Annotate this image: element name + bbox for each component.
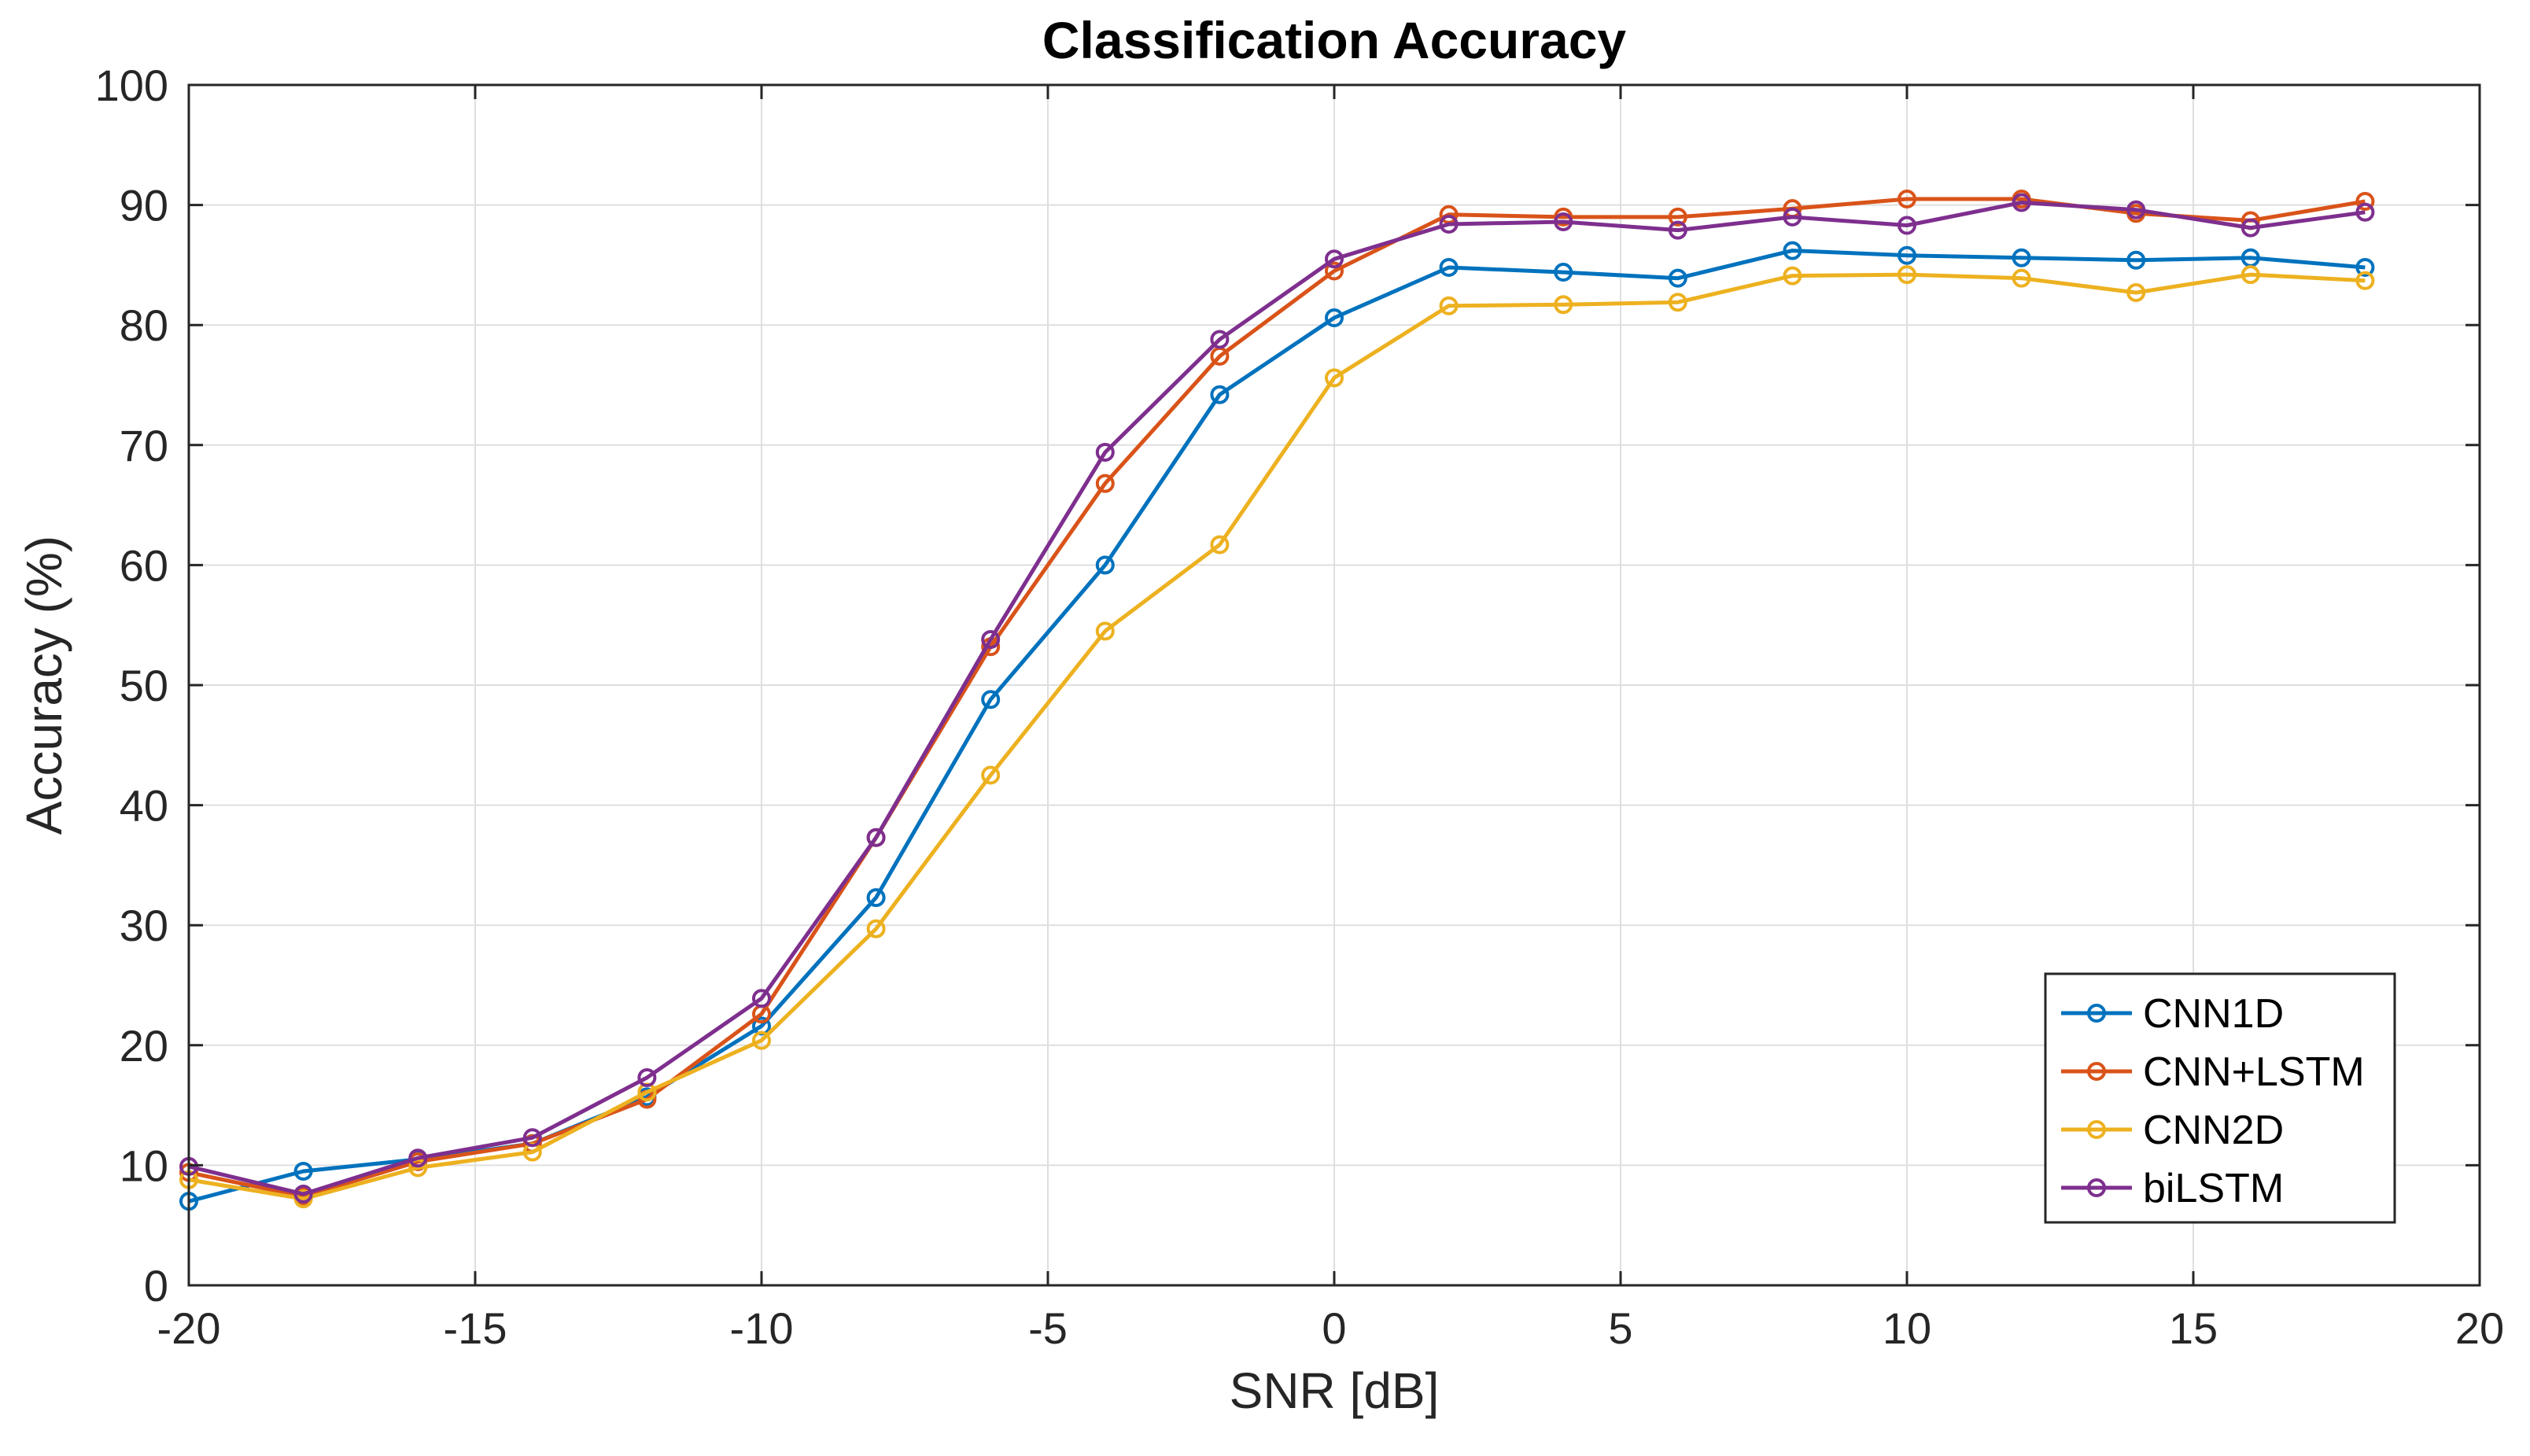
legend-label: CNN2D bbox=[2143, 1108, 2284, 1153]
data-point bbox=[1325, 308, 1344, 328]
data-point bbox=[1898, 216, 1916, 235]
legend-item: biLSTM bbox=[2061, 1166, 2284, 1211]
x-tick-label: -15 bbox=[444, 1303, 507, 1353]
series-line bbox=[188, 197, 2366, 1199]
y-tick-label: 100 bbox=[95, 61, 168, 110]
y-tick-label: 20 bbox=[120, 1021, 168, 1071]
x-tick-label: 10 bbox=[1883, 1303, 1931, 1353]
data-point bbox=[293, 1162, 313, 1181]
data-point bbox=[408, 1148, 428, 1168]
data-point bbox=[2355, 257, 2375, 277]
data-point bbox=[1439, 257, 1459, 277]
legend-label: CNN1D bbox=[2143, 991, 2284, 1037]
data-point bbox=[1095, 474, 1115, 493]
data-point bbox=[866, 828, 886, 847]
data-point bbox=[2240, 265, 2260, 285]
y-tick-label: 90 bbox=[120, 181, 168, 230]
legend-marker bbox=[2087, 1178, 2106, 1197]
x-axis-label: SNR [dB] bbox=[1230, 1362, 1440, 1419]
y-tick-label: 60 bbox=[120, 540, 168, 590]
chart-title: Classification Accuracy bbox=[1042, 11, 1627, 69]
data-point bbox=[1783, 241, 1802, 260]
legend-item: CNN1D bbox=[2061, 991, 2284, 1037]
series-bilstm bbox=[179, 193, 2375, 1204]
legend: CNN1D CNN+LSTM CNN2D biLSTM bbox=[2044, 972, 2396, 1224]
data-point bbox=[1898, 265, 1916, 285]
data-point bbox=[1325, 249, 1344, 269]
y-tick-label: 30 bbox=[120, 901, 168, 950]
data-point bbox=[2240, 218, 2260, 238]
y-tick-label: 70 bbox=[120, 421, 168, 470]
data-point bbox=[981, 690, 1001, 710]
data-point bbox=[1554, 212, 1573, 231]
data-point bbox=[2355, 192, 2375, 212]
data-point bbox=[293, 1185, 313, 1204]
series-cnn2d bbox=[179, 265, 2375, 1209]
data-point bbox=[1095, 555, 1115, 575]
data-point bbox=[1783, 266, 1802, 286]
data-point bbox=[2012, 248, 2031, 267]
legend-item: CNN+LSTM bbox=[2061, 1049, 2365, 1095]
data-point bbox=[1898, 245, 1916, 265]
x-tick-label: 15 bbox=[2169, 1303, 2218, 1353]
data-point bbox=[1210, 535, 1230, 555]
data-point bbox=[1325, 261, 1344, 281]
data-point bbox=[1898, 189, 1916, 208]
data-point bbox=[1439, 215, 1459, 234]
y-tick-label: 80 bbox=[120, 300, 168, 350]
data-point bbox=[1783, 207, 1802, 227]
y-tick-label: 0 bbox=[144, 1261, 168, 1310]
x-tick-label: 20 bbox=[2455, 1303, 2504, 1353]
x-tick-label: 5 bbox=[1608, 1303, 1632, 1353]
data-point bbox=[2355, 202, 2375, 222]
data-point bbox=[522, 1128, 542, 1148]
x-tick-label: -20 bbox=[157, 1303, 221, 1353]
legend-marker bbox=[2087, 1120, 2106, 1139]
data-point bbox=[981, 630, 1001, 650]
x-tick-label: 0 bbox=[1322, 1303, 1346, 1353]
data-point bbox=[1668, 293, 1687, 312]
data-point bbox=[2355, 271, 2375, 290]
data-point bbox=[2012, 193, 2031, 212]
data-point bbox=[866, 888, 886, 908]
legend-label: CNN+LSTM bbox=[2143, 1049, 2365, 1095]
series-line bbox=[188, 272, 2366, 1201]
legend-marker bbox=[2087, 1004, 2106, 1023]
series-layer bbox=[179, 189, 2375, 1211]
y-tick-label: 10 bbox=[120, 1141, 168, 1190]
data-point bbox=[981, 765, 1001, 785]
x-tick-label: -10 bbox=[730, 1303, 794, 1353]
data-point bbox=[1095, 621, 1115, 641]
y-tick-label: 40 bbox=[120, 781, 168, 831]
data-point bbox=[1439, 296, 1459, 315]
data-point bbox=[2126, 282, 2146, 302]
data-point bbox=[1668, 268, 1687, 288]
data-point bbox=[1668, 207, 1687, 227]
data-point bbox=[1554, 295, 1573, 315]
legend-label: biLSTM bbox=[2143, 1166, 2284, 1211]
data-point bbox=[1325, 368, 1344, 388]
y-tick-label: 50 bbox=[120, 661, 168, 710]
data-point bbox=[1668, 220, 1687, 240]
x-tick-label: -5 bbox=[1028, 1303, 1068, 1353]
data-point bbox=[1210, 385, 1230, 404]
data-point bbox=[1095, 442, 1115, 462]
data-point bbox=[866, 919, 886, 938]
series-line bbox=[188, 201, 2366, 1196]
data-point bbox=[1554, 263, 1573, 282]
legend-item: CNN2D bbox=[2061, 1108, 2284, 1153]
data-point bbox=[1210, 330, 1230, 349]
data-point bbox=[2126, 200, 2146, 219]
ticks: -20 -15 -10 -5 0 5 10 15 20 0 10 20 30 40 50 60 70 80 90 10… bbox=[95, 61, 2505, 1353]
data-point bbox=[752, 989, 771, 1008]
data-point bbox=[637, 1068, 657, 1088]
y-axis-label: Accuracy (%) bbox=[16, 536, 72, 835]
data-point bbox=[2012, 268, 2031, 288]
data-point bbox=[752, 1030, 771, 1050]
legend-marker bbox=[2087, 1062, 2106, 1081]
data-point bbox=[2126, 250, 2146, 270]
